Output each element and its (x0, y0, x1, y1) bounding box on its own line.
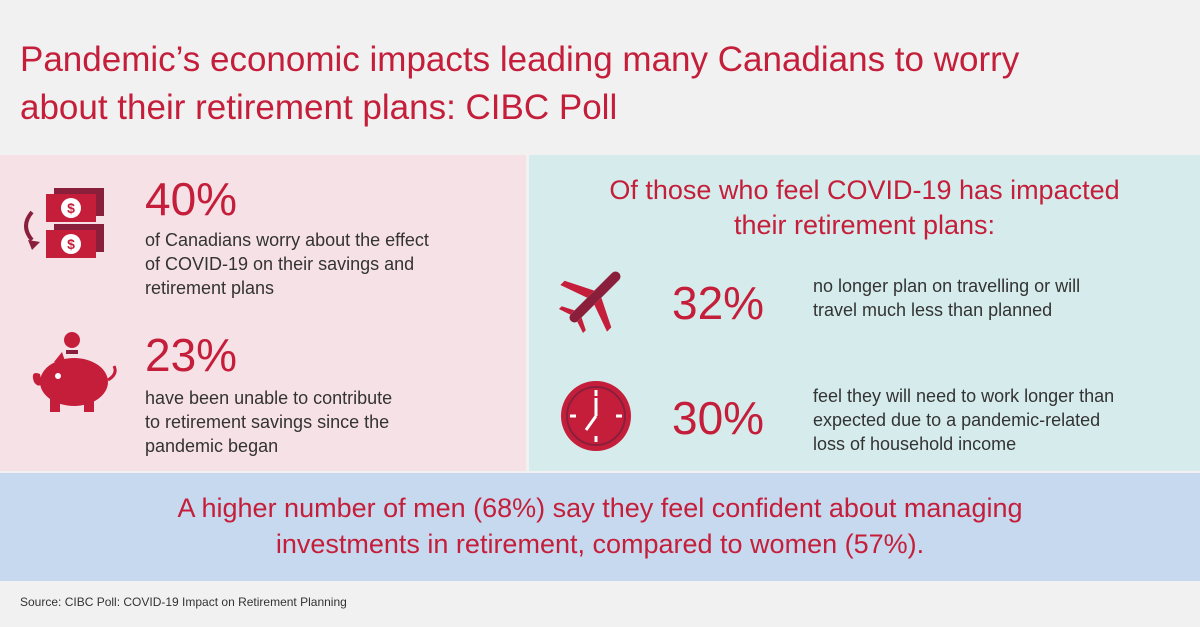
svg-text:$: $ (67, 236, 75, 252)
desc-line: loss of household income (813, 434, 1017, 454)
svg-text:$: $ (67, 200, 75, 216)
bottom-line: investments in retirement, compared to w… (275, 529, 925, 559)
desc-line: of Canadians worry about the effect (145, 230, 429, 250)
desc-line: of COVID-19 on their savings and (145, 254, 415, 274)
stat-description-23: have been unable to contribute to retire… (145, 386, 392, 458)
stat-value-23: 23% (145, 329, 238, 381)
money-icon: $ $ (24, 188, 104, 258)
heading-line: their retirement plans: (733, 210, 996, 240)
stat-value-30: 30% (672, 392, 765, 444)
clock-icon (561, 381, 631, 451)
desc-line: retirement plans (145, 278, 275, 298)
bottom-line: A higher number of men (68%) say they fe… (177, 493, 1023, 523)
desc-line: have been unable to contribute (145, 388, 393, 408)
stat-description-40: of Canadians worry about the effect of C… (145, 228, 429, 300)
stat-description-32: no longer plan on travelling or will tra… (813, 274, 1080, 322)
right-panel (529, 155, 1200, 471)
right-panel-heading: Of those who feel COVID-19 has impacted … (529, 173, 1200, 243)
source-note: Source: CIBC Poll: COVID-19 Impact on Re… (20, 595, 347, 609)
airplane-icon (558, 271, 621, 334)
desc-line: no longer plan on travelling or will (813, 276, 1081, 296)
piggy-bank-icon (32, 332, 117, 412)
title-line-1: Pandemic’s economic impacts leading many… (20, 40, 1020, 79)
desc-line: to retirement savings since the (145, 412, 390, 432)
stat-value-32: 32% (672, 277, 765, 329)
page-title: Pandemic’s economic impacts leading many… (20, 36, 1180, 132)
desc-line: expected due to a pandemic-related (813, 410, 1101, 430)
stat-description-30: feel they will need to work longer than … (813, 384, 1114, 456)
heading-line: Of those who feel COVID-19 has impacted (609, 175, 1120, 205)
desc-line: feel they will need to work longer than (813, 386, 1115, 406)
stat-value-40: 40% (145, 173, 238, 225)
bottom-statement: A higher number of men (68%) say they fe… (0, 490, 1200, 562)
title-line-2: about their retirement plans: CIBC Poll (20, 88, 618, 127)
bottom-panel (0, 473, 1200, 581)
desc-line: pandemic began (145, 436, 279, 456)
desc-line: travel much less than planned (813, 300, 1053, 320)
